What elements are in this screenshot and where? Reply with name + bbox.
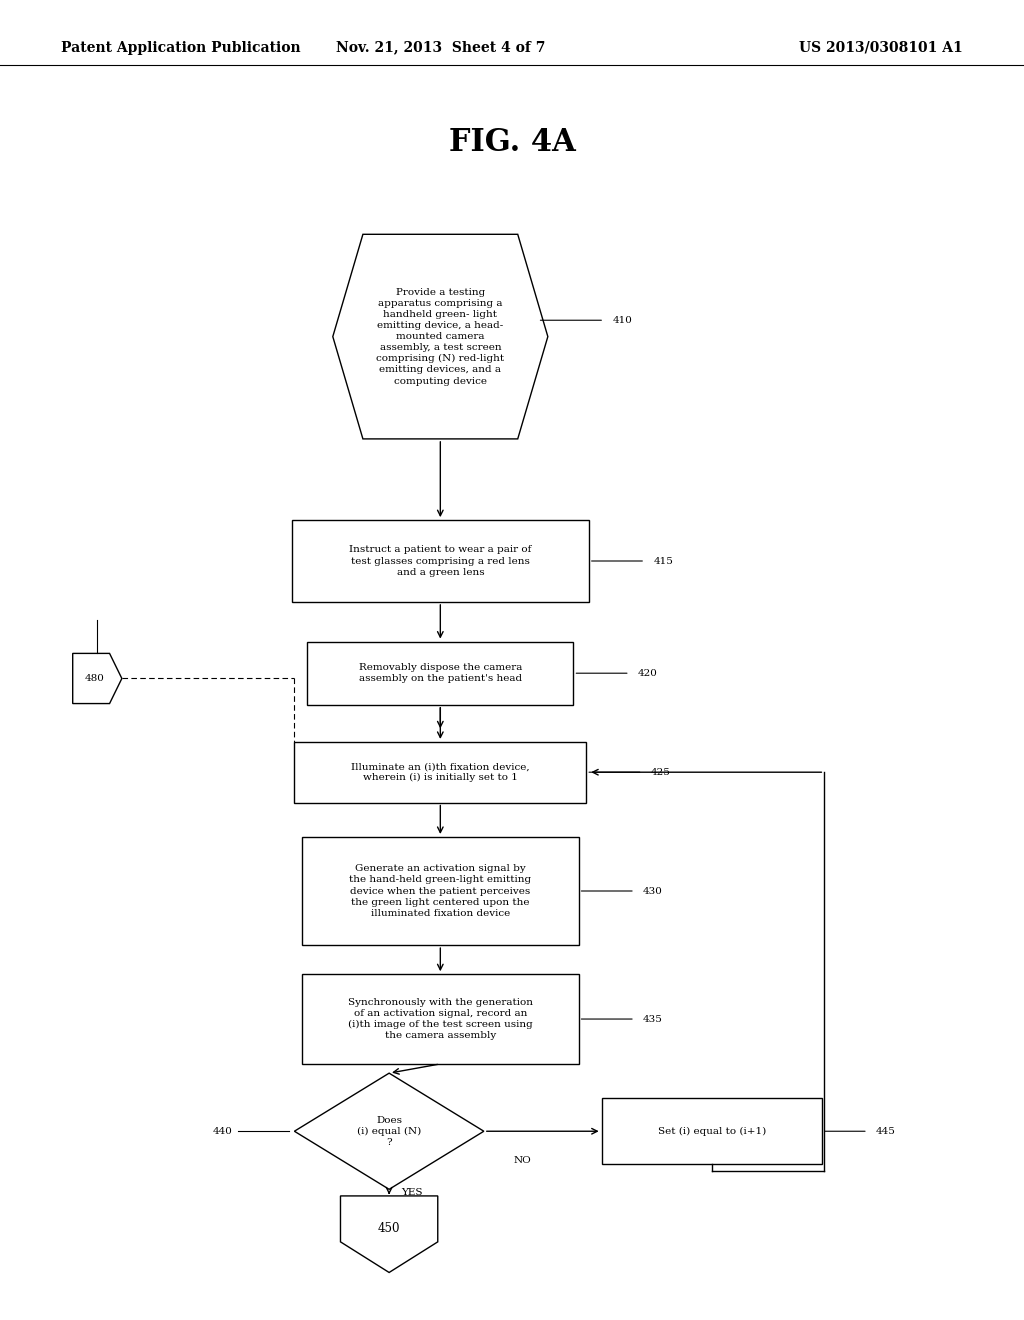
Text: 415: 415 — [653, 557, 673, 565]
Text: US 2013/0308101 A1: US 2013/0308101 A1 — [799, 41, 963, 54]
Text: Does
(i) equal (N)
?: Does (i) equal (N) ? — [357, 1115, 421, 1147]
Text: 445: 445 — [877, 1127, 896, 1135]
Text: NO: NO — [513, 1156, 531, 1164]
Text: Patent Application Publication: Patent Application Publication — [61, 41, 301, 54]
Text: 430: 430 — [643, 887, 663, 895]
Text: Set (i) equal to (i+1): Set (i) equal to (i+1) — [657, 1127, 766, 1135]
Text: Removably dispose the camera
assembly on the patient's head: Removably dispose the camera assembly on… — [358, 663, 522, 684]
Text: 435: 435 — [643, 1015, 663, 1023]
Text: Generate an activation signal by
the hand-held green-light emitting
device when : Generate an activation signal by the han… — [349, 865, 531, 917]
Text: YES: YES — [401, 1188, 423, 1197]
Text: Provide a testing
apparatus comprising a
handheld green- light
emitting device, : Provide a testing apparatus comprising a… — [376, 288, 505, 385]
Text: Synchronously with the generation
of an activation signal, record an
(i)th image: Synchronously with the generation of an … — [348, 998, 532, 1040]
Text: 425: 425 — [651, 768, 671, 776]
Text: 450: 450 — [378, 1222, 400, 1236]
Text: Nov. 21, 2013  Sheet 4 of 7: Nov. 21, 2013 Sheet 4 of 7 — [336, 41, 545, 54]
Text: 420: 420 — [638, 669, 657, 677]
Text: 410: 410 — [612, 315, 632, 325]
Text: FIG. 4A: FIG. 4A — [449, 127, 575, 158]
Text: Instruct a patient to wear a pair of
test glasses comprising a red lens
and a gr: Instruct a patient to wear a pair of tes… — [349, 545, 531, 577]
Text: 440: 440 — [213, 1127, 232, 1135]
Text: 480: 480 — [85, 675, 104, 682]
Text: Illuminate an (i)th fixation device,
wherein (i) is initially set to 1: Illuminate an (i)th fixation device, whe… — [351, 762, 529, 783]
